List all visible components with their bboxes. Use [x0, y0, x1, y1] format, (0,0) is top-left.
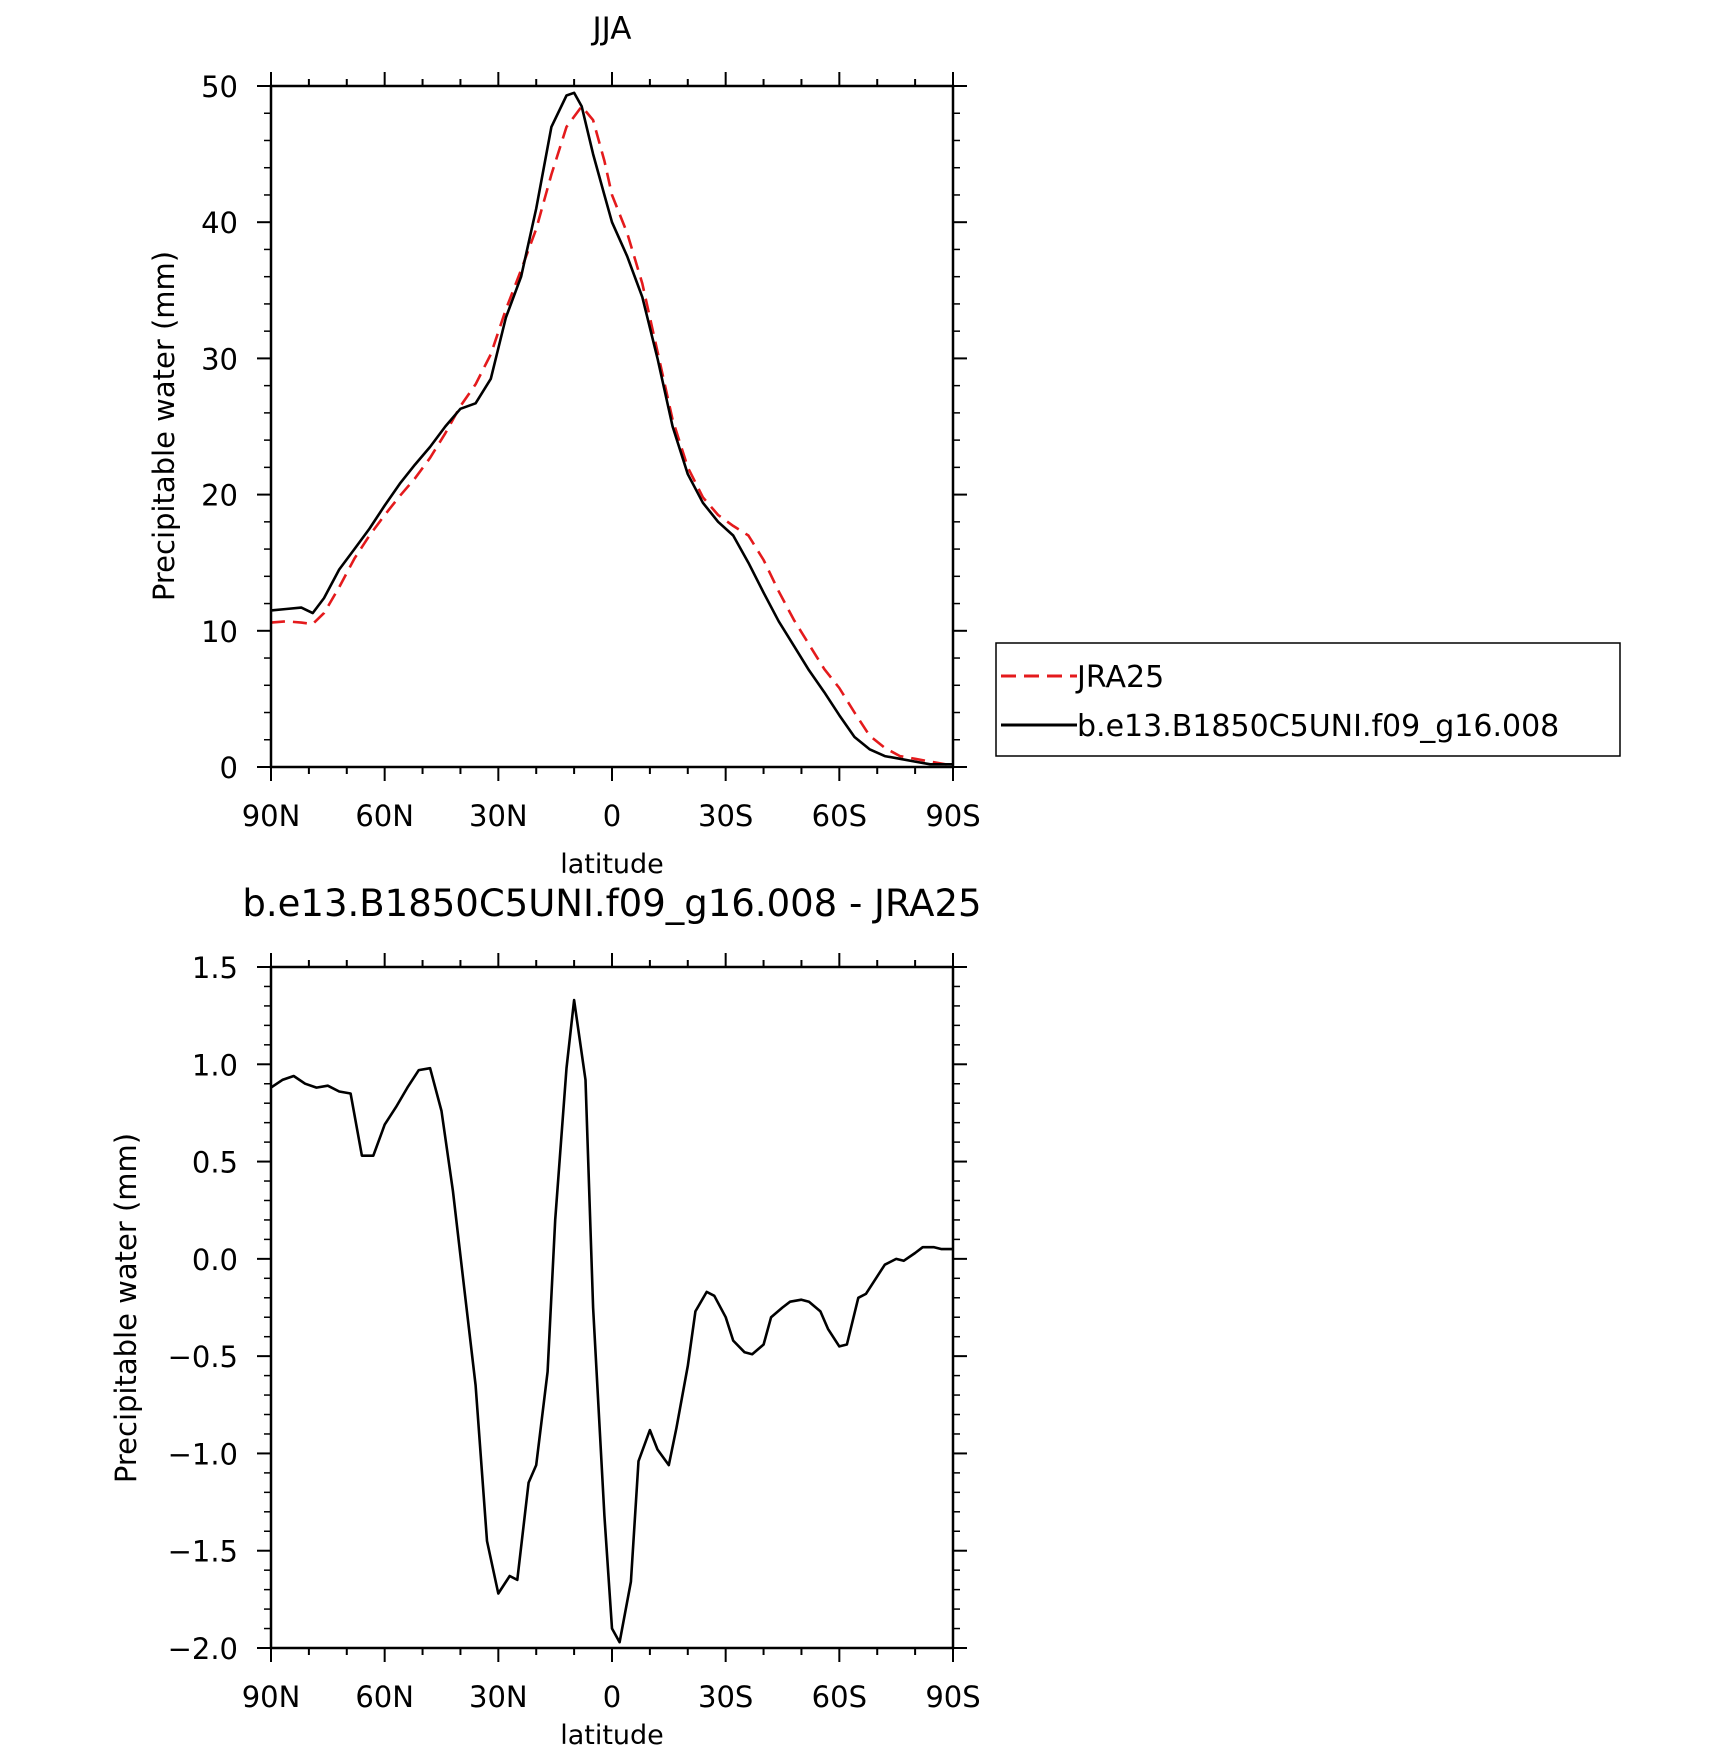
x-tick-label: 60S [812, 799, 867, 833]
y-tick-label: 10 [201, 615, 238, 649]
y-tick-label: 20 [201, 479, 238, 513]
y-tick-label: 50 [201, 70, 238, 104]
x-tick-label: 0 [603, 799, 621, 833]
y-tick-label: 0.5 [192, 1146, 238, 1180]
y-axis-label: Precipitable water (mm) [109, 1133, 143, 1483]
top-chart-ticks [257, 72, 967, 781]
top-chart-series [270, 91, 953, 766]
x-tick-label: 30S [698, 1680, 753, 1714]
legend: JRA25 b.e13.B1850C5UNI.f09_g16.008 [995, 642, 1621, 757]
legend-label-jra25: JRA25 [1075, 660, 1164, 695]
chart-title: JJA [591, 11, 632, 47]
y-tick-label: 30 [201, 342, 238, 376]
x-tick-label: 60S [812, 1680, 867, 1714]
y-tick-label: 1.0 [192, 1048, 238, 1082]
x-tick-label: 90N [242, 799, 301, 833]
x-tick-label: 90S [925, 1680, 980, 1714]
bottom-chart: b.e13.B1850C5UNI.f09_g16.008 - JRA25 90N… [109, 882, 982, 1745]
plot-frame [269, 84, 955, 769]
difference-line [270, 998, 953, 1644]
x-tick-label: 60N [355, 799, 414, 833]
x-tick-label: 90S [925, 799, 980, 833]
y-tick-label: 0.0 [192, 1243, 238, 1277]
y-tick-label: 1.5 [192, 951, 238, 985]
bottom-chart-y-tick-labels: 1.5 1.0 0.5 0.0 −0.5 −1.0 −1.5 −2.0 [168, 951, 238, 1666]
top-chart: JJA 90N 60N 30N 0 30S 60S 90S 0 10 20 30 40 50 lati… [147, 11, 1621, 880]
bottom-chart-x-tick-labels: 90N 60N 30N 0 30S 60S 90S [242, 1680, 981, 1714]
y-tick-label: −1.5 [168, 1535, 238, 1569]
y-tick-label: −2.0 [168, 1632, 238, 1666]
y-tick-label: 40 [201, 206, 238, 240]
y-tick-label: 0 [220, 751, 238, 785]
bottom-chart-ticks [257, 953, 967, 1662]
x-tick-label: 90N [242, 1680, 301, 1714]
x-tick-label: 30N [469, 1680, 528, 1714]
y-tick-label: −0.5 [168, 1340, 238, 1374]
chart-title: b.e13.B1850C5UNI.f09_g16.008 - JRA25 [242, 882, 981, 925]
jra25-line [270, 105, 953, 766]
plot-frame [269, 965, 955, 1650]
b-e13-b1850c5uni-f09-g16-008-line [270, 91, 953, 766]
legend-box [995, 642, 1621, 757]
bottom-chart-series [270, 998, 953, 1644]
x-tick-label: 0 [603, 1680, 621, 1714]
y-tick-label: −1.0 [168, 1437, 238, 1471]
top-chart-x-tick-labels: 90N 60N 30N 0 30S 60S 90S [242, 799, 981, 833]
x-tick-label: 30N [469, 799, 528, 833]
x-axis-label: latitude [560, 849, 664, 880]
x-tick-label: 60N [355, 1680, 414, 1714]
x-axis-label: latitude [560, 1720, 664, 1745]
y-axis-label: Precipitable water (mm) [147, 251, 181, 601]
top-chart-y-tick-labels: 0 10 20 30 40 50 [201, 70, 238, 785]
x-tick-label: 30S [698, 799, 753, 833]
legend-label-model: b.e13.B1850C5UNI.f09_g16.008 [1077, 709, 1559, 744]
